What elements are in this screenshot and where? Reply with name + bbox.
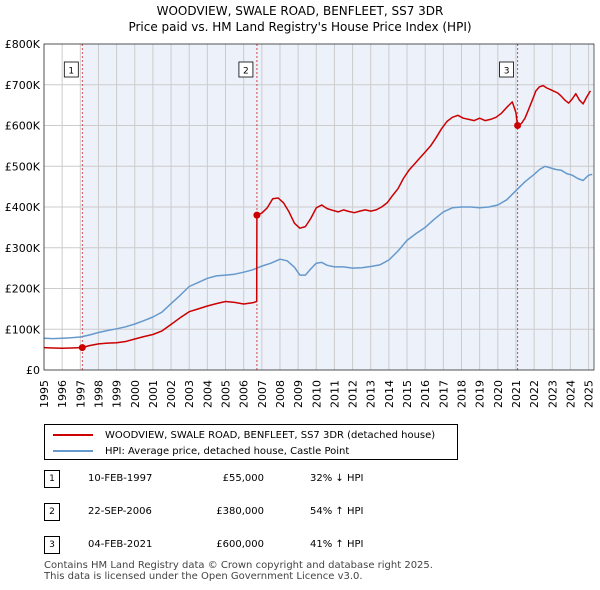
x-tick-label: 2013 (365, 380, 378, 408)
x-tick-label: 2000 (129, 380, 142, 408)
sale-row: 3 04-FEB-2021 £600,000 41% ↑ HPI (44, 536, 444, 554)
sale-number: 1 (44, 470, 60, 488)
x-tick-label: 2006 (238, 380, 251, 408)
x-tick-label: 2003 (183, 380, 196, 408)
x-tick-label: 2024 (564, 380, 577, 408)
y-tick-label: £100K (5, 323, 41, 336)
x-tick-label: 2025 (583, 380, 596, 408)
x-tick-label: 2014 (383, 380, 396, 408)
sale-hpi-diff: 41% ↑ HPI (310, 539, 364, 550)
x-tick-label: 1998 (92, 380, 105, 408)
hpi-series-line (43, 165, 593, 340)
y-tick-label: £300K (5, 242, 41, 255)
x-tick-label: 2004 (201, 380, 214, 408)
sale-number: 2 (44, 503, 60, 521)
footer-licence: This data is licensed under the Open Gov… (44, 571, 363, 582)
sale-label-text: 3 (504, 67, 510, 77)
chart-title: WOODVIEW, SWALE ROAD, BENFLEET, SS7 3DR (156, 4, 444, 18)
x-tick-label: 2015 (401, 380, 414, 408)
price-series-line (43, 84, 592, 349)
legend-label-hpi: HPI: Average price, detached house, Cast… (105, 445, 350, 457)
legend-line-property (53, 434, 93, 436)
sale-price: £55,000 (222, 473, 264, 484)
x-tick-label: 2023 (546, 380, 559, 408)
sale-date: 04-FEB-2021 (88, 539, 153, 550)
sale-point (514, 122, 522, 129)
footer: Contains HM Land Registry data © Crown c… (44, 560, 433, 582)
y-tick-label: £0 (26, 364, 40, 377)
y-tick-label: £800K (5, 38, 41, 51)
x-tick-label: 2008 (274, 380, 287, 408)
x-tick-label: 2019 (474, 380, 487, 408)
legend-entry-property: WOODVIEW, SWALE ROAD, BENFLEET, SS7 3DR … (53, 428, 435, 442)
legend-entry-hpi: HPI: Average price, detached house, Cast… (53, 444, 349, 458)
x-tick-label: 2012 (347, 380, 360, 408)
x-tick-label: 2002 (165, 380, 178, 408)
y-tick-label: £700K (5, 79, 41, 92)
x-tick-label: 2018 (455, 380, 468, 408)
sale-price: £380,000 (216, 506, 264, 517)
legend: WOODVIEW, SWALE ROAD, BENFLEET, SS7 3DR … (44, 424, 458, 460)
y-tick-label: £200K (5, 283, 41, 296)
y-tick-label: £400K (5, 201, 41, 214)
x-tick-label: 2017 (437, 380, 450, 408)
sale-price: £600,000 (216, 539, 264, 550)
chart-subtitle: Price paid vs. HM Land Registry's House … (128, 20, 472, 34)
x-tick-label: 1999 (111, 380, 124, 408)
sale-point (78, 344, 86, 352)
legend-line-hpi (53, 450, 93, 452)
sale-label-box (499, 61, 514, 78)
x-tick-label: 1996 (56, 380, 69, 408)
x-tick-label: 2016 (419, 380, 432, 408)
sale-row: 2 22-SEP-2006 £380,000 54% ↑ HPI (44, 503, 444, 521)
sale-label-box (238, 61, 254, 78)
sale-hpi-diff: 32% ↓ HPI (310, 473, 364, 484)
x-tick-label: 2021 (510, 380, 523, 408)
sale-label-text: 2 (243, 67, 249, 77)
sale-label-box (63, 61, 79, 78)
x-tick-label: 2009 (292, 380, 305, 408)
sale-label-text: 1 (68, 67, 74, 77)
x-tick-label: 2020 (492, 380, 505, 408)
sale-hpi-diff: 54% ↑ HPI (310, 506, 364, 517)
sale-date: 22-SEP-2006 (88, 506, 152, 517)
sale-date: 10-FEB-1997 (88, 473, 153, 484)
sale-number: 3 (44, 536, 60, 554)
footer-copyright: Contains HM Land Registry data © Crown c… (44, 560, 433, 571)
plot-frame (43, 43, 595, 371)
x-tick-label: 2007 (256, 380, 269, 408)
x-tick-label: 2001 (147, 380, 160, 408)
legend-label-property: WOODVIEW, SWALE ROAD, BENFLEET, SS7 3DR … (105, 429, 436, 441)
sale-point (253, 211, 261, 219)
x-tick-label: 2022 (528, 380, 541, 408)
x-tick-label: 2005 (220, 380, 233, 408)
x-tick-label: 1997 (74, 380, 87, 408)
x-tick-label: 2011 (328, 380, 341, 408)
y-tick-label: £500K (5, 160, 41, 173)
x-tick-label: 1995 (38, 380, 51, 408)
price-chart: £0 £100K £200K £300K £400K £500K £600K £700K £80… (5, 38, 596, 408)
sale-row: 1 10-FEB-1997 £55,000 32% ↓ HPI (44, 470, 444, 488)
x-tick-label: 2010 (310, 380, 323, 408)
y-tick-label: £600K (5, 120, 41, 133)
